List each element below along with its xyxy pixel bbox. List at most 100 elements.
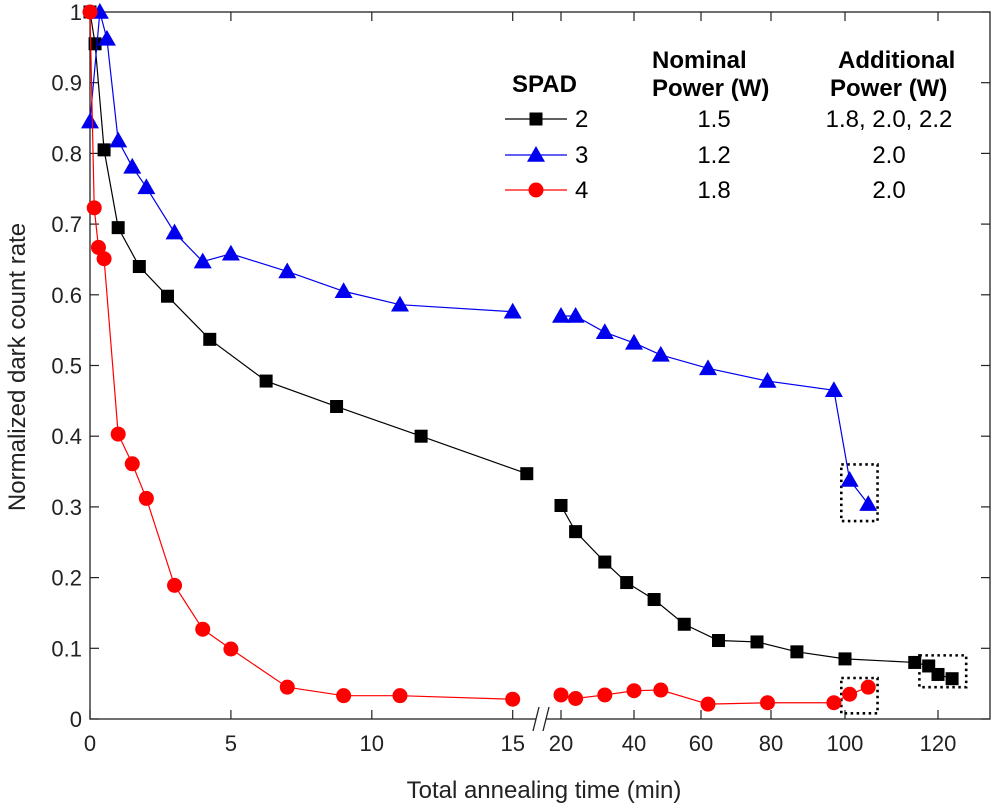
series-4-point [138,490,154,506]
series-4-point [336,688,352,704]
legend-additional-power-2: 1.8, 2.0, 2.2 [826,106,953,133]
legend-label-2: 2 [575,106,588,133]
series-2-point [414,429,428,443]
series-3-point [334,282,353,299]
legend-marker-4 [528,182,544,198]
series-3-line-right [561,315,869,505]
series-3-point [193,252,212,269]
y-tick-label: 0 [70,707,82,732]
axes: 00.10.20.30.40.50.60.70.80.910 5 10 15 20 40 6… [51,0,991,756]
series-3-point [840,471,859,487]
y-tick-label: 0.4 [51,424,82,449]
legend-header-nominal-line2: Power (W) [652,75,769,102]
series-2-point [790,645,804,659]
series-2-point [160,289,174,303]
y-tick-label: 0.3 [51,495,82,520]
y-tick-label: 0.9 [51,71,82,96]
series-2-point [97,143,111,157]
series-4-point [110,426,126,442]
legend-header-spad: SPAD [512,71,577,98]
series-3-point [566,307,585,323]
legend-nominal-power-4: 1.8 [697,177,730,204]
series-4-point [96,251,112,267]
series-3-point [390,295,409,312]
series-4-point [597,687,613,703]
series-2-point [111,221,125,235]
x-tick-label: 40 [622,731,646,756]
series-2-point [88,37,102,51]
series-2-point [569,525,583,539]
series-3-point [109,131,128,148]
axis-break-slash [542,706,550,732]
series-2 [83,5,959,686]
legend-label-4: 4 [575,177,588,204]
y-tick-label: 0.7 [51,212,82,237]
series-4-line-left [89,11,513,700]
series-3-line-left [89,11,513,313]
series-4-point [626,683,642,699]
highlight-box-1 [839,463,879,523]
legend-header-nominal-line1: Nominal [652,47,747,74]
series-3-point [137,178,156,195]
axis-break-slash [532,706,540,732]
x-tick-label: 120 [920,731,957,756]
series-3-point [595,323,614,340]
series-2-point [554,498,568,512]
series-3-point [97,29,116,46]
series-2-point [132,260,146,274]
x-tick-label: 15 [500,731,524,756]
series-4-point [842,686,858,702]
y-tick-label: 0.8 [51,141,82,166]
legend-header-additional-line1: Additional [838,47,955,74]
series-2-point [620,576,634,590]
series-3-point [758,372,777,388]
y-tick-label: 0.5 [51,354,82,379]
series-4-point [279,679,295,695]
legend-nominal-power-3: 1.2 [697,142,730,169]
series-3-point [651,345,670,362]
legend-header-additional-line2: Power (W) [830,75,947,102]
series-4-point [553,687,569,703]
x-tick-label: 60 [689,731,713,756]
series-3-point [699,359,717,376]
x-tick-label: 0 [84,731,96,756]
series-3-point [859,495,878,511]
series-4-point [826,695,842,711]
y-tick-label: 0.1 [51,636,82,661]
series-4-point [860,679,876,695]
legend-additional-power-3: 2.0 [872,142,905,169]
legend-marker-3 [527,146,545,162]
x-tick-label: 80 [759,731,783,756]
series-4-point [505,691,521,707]
series-3-point [123,157,142,174]
series-3-point [221,244,240,261]
series-3-point [81,112,99,129]
series-4-point [124,456,140,472]
series-2-point [908,655,922,669]
series-2-point [203,332,217,346]
series-2-point [520,467,534,481]
x-axis-title: Total annealing time (min) [407,777,682,804]
series-4-point [653,682,669,698]
legend-marker-2 [529,112,543,126]
series-4-point [568,690,584,706]
highlight-box-2 [918,654,968,689]
series-2-line-right [560,505,953,680]
legend-label-3: 3 [575,142,588,169]
y-axis-title: Normalized dark count rate [4,223,31,511]
series-2-point [677,617,691,631]
series-4-point [223,641,239,657]
x-tick-label: 10 [360,731,384,756]
series-3-point [625,333,643,350]
series-2-point [330,400,344,414]
axis-break-gap [536,705,546,733]
annotations [839,463,968,715]
series-2-point [750,635,764,649]
series-2-point [647,593,661,607]
series-3-point [824,381,843,397]
series-2-point [931,667,945,681]
series-4-point [82,4,98,20]
series-3 [81,3,878,511]
series-3-point [503,302,522,319]
